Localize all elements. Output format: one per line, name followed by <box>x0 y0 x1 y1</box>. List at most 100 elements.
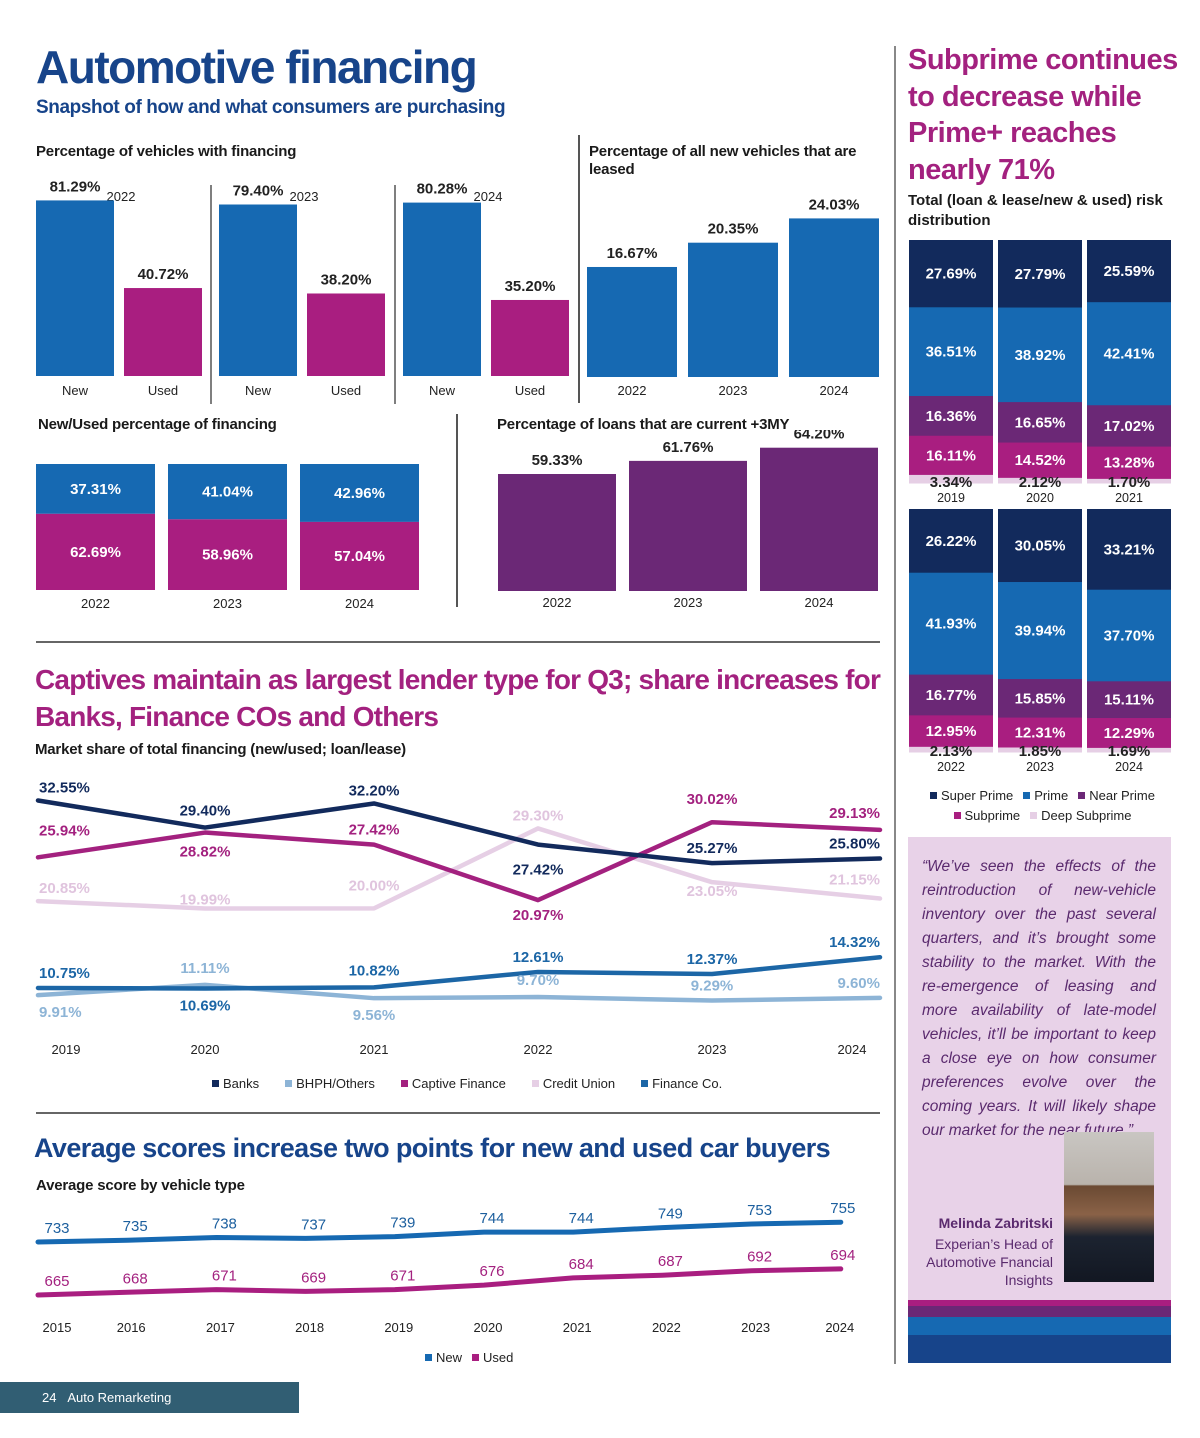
legend-swatch <box>400 1080 408 1087</box>
segment-deep-subprime-2019 <box>909 474 993 484</box>
data-label: 12.61% <box>513 949 564 966</box>
data-label: 671 <box>390 1268 415 1285</box>
risk-distribution-chart: 27.69% 36.51% 16.36% 16.11% 3.34%2019 27.79% 3… <box>909 240 1171 774</box>
category-label: 2023 <box>213 596 242 611</box>
data-label: 40.72% <box>138 266 189 283</box>
legend-item: Banks <box>212 1076 259 1091</box>
x-tick-label: 2021 <box>563 1320 592 1335</box>
bar-current-2024 <box>760 447 878 591</box>
data-label: 9.56% <box>353 1007 396 1024</box>
data-label: 9.70% <box>517 972 560 989</box>
market-share-chart: 32.55% 29.40% 32.20% 27.42% 25.27% 25.80% 9.91… <box>35 779 883 1057</box>
data-label: 19.99% <box>180 891 231 908</box>
legend-label: Near Prime <box>1089 788 1155 803</box>
segment-deep-subprime-2023 <box>998 747 1082 753</box>
data-label: 37.70% <box>1104 628 1155 645</box>
data-label: 14.52% <box>1015 452 1066 469</box>
bar-leased-2024 <box>789 218 879 377</box>
person-name: Melinda Zabritski <box>938 1215 1053 1231</box>
segment-deep-subprime-2021 <box>1087 478 1171 484</box>
data-label: 684 <box>569 1256 594 1273</box>
data-label: 733 <box>44 1220 69 1237</box>
data-label: 25.27% <box>687 840 738 857</box>
data-label: 61.76% <box>663 439 714 456</box>
data-label: 25.94% <box>39 822 90 839</box>
category-label: 2022 <box>543 595 572 610</box>
segment-deep-subprime-2022 <box>909 746 993 753</box>
line-finance-co- <box>35 954 883 991</box>
x-tick-label: 2017 <box>206 1320 235 1335</box>
data-label: 9.29% <box>691 978 734 995</box>
stripe-purple <box>908 1306 1171 1317</box>
data-label: 3.34% <box>930 474 973 491</box>
divider <box>578 135 580 403</box>
avg-scores-chart: 733 735 738 737 739 744 744 749 753 755 665 668 671 6… <box>35 1200 855 1335</box>
data-label: 687 <box>658 1253 683 1270</box>
x-tick-label: 2022 <box>524 1042 553 1057</box>
page-footer: 24 Auto Remarketing <box>0 1382 299 1413</box>
data-label: 20.35% <box>708 221 759 238</box>
data-label: 32.55% <box>39 779 90 796</box>
legend-item: Subprime <box>953 806 1021 825</box>
section-divider <box>36 1112 880 1114</box>
category-label: 2024 <box>805 595 834 610</box>
data-label: 57.04% <box>334 548 385 565</box>
data-label: 20.00% <box>349 877 400 894</box>
data-label: 79.40% <box>233 182 284 199</box>
category-label: 2024 <box>820 383 849 398</box>
segment-prime-2023 <box>998 582 1082 680</box>
data-label: 25.59% <box>1104 263 1155 280</box>
data-label: 669 <box>301 1269 326 1286</box>
category-label: 2024 <box>345 596 374 611</box>
data-label: 744 <box>569 1210 594 1227</box>
category-label: 2020 <box>1026 491 1054 505</box>
data-label: 81.29% <box>50 180 101 195</box>
lender-section-title: Captives maintain as largest lender type… <box>35 664 881 732</box>
bar-current-2023 <box>629 460 747 591</box>
data-label: 16.67% <box>607 245 658 262</box>
segment-near-prime-2022 <box>909 674 993 716</box>
leased-chart: 16.67% 2022 20.35% 2023 24.03% 2024 <box>587 196 879 398</box>
segment-deep-subprime-2024 <box>1087 747 1171 753</box>
legend-swatch <box>285 1080 293 1087</box>
legend-swatch <box>1030 812 1038 819</box>
x-tick-label: 2018 <box>295 1320 324 1335</box>
data-label: 24.03% <box>809 196 860 213</box>
line-credit-union <box>35 826 883 911</box>
chart-title-financing: Percentage of vehicles with financing <box>36 143 297 160</box>
person-role: Experian’s Head of Automotive Fnancial I… <box>926 1236 1053 1288</box>
data-label: 38.92% <box>1015 347 1066 364</box>
data-label: 33.21% <box>1104 541 1155 558</box>
legend-item: Super Prime <box>930 786 1013 805</box>
data-label: 27.79% <box>1015 266 1066 283</box>
data-label: 80.28% <box>417 181 468 198</box>
legend-item: Captive Finance <box>400 1076 506 1091</box>
data-label: 735 <box>123 1218 148 1235</box>
data-label: 30.05% <box>1015 538 1066 555</box>
legend-item: Deep Subprime <box>1030 806 1131 825</box>
data-label: 30.02% <box>687 791 738 808</box>
category-label: 2022 <box>81 596 110 611</box>
legend-swatch <box>531 1080 539 1087</box>
x-tick-label: 2022 <box>652 1320 681 1335</box>
data-label: 41.04% <box>202 484 253 501</box>
segment-subprime-2020 <box>998 442 1082 479</box>
data-label: 29.13% <box>829 805 880 822</box>
data-label: 38.20% <box>321 271 372 288</box>
data-label: 12.37% <box>687 951 738 968</box>
divider <box>456 414 458 607</box>
line-new <box>35 1219 844 1245</box>
data-label: 35.20% <box>505 278 556 295</box>
x-tick-label: 2023 <box>698 1042 727 1057</box>
bar-current-2022 <box>498 474 616 591</box>
new-used-chart: 37.31% 62.69% 2022 41.04% 58.96% 2023 42.96% 57… <box>36 464 419 611</box>
data-label: 14.32% <box>829 934 880 951</box>
data-label: 739 <box>390 1215 415 1232</box>
bar-used-2024 <box>491 299 569 376</box>
segment-super-prime-2023 <box>998 509 1082 583</box>
bar-used-2023 <box>307 293 385 376</box>
x-tick-label: 2016 <box>117 1320 146 1335</box>
data-label: 28.82% <box>180 844 231 861</box>
legend-label: Subprime <box>964 808 1021 823</box>
category-label: Used <box>515 383 545 398</box>
